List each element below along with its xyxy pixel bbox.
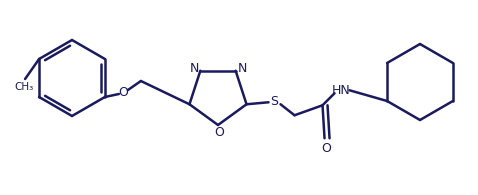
Text: O: O bbox=[214, 127, 224, 139]
Text: N: N bbox=[238, 62, 247, 75]
Text: N: N bbox=[190, 62, 199, 75]
Text: O: O bbox=[118, 87, 128, 99]
Text: S: S bbox=[271, 95, 279, 108]
Text: O: O bbox=[322, 142, 331, 155]
Text: CH₃: CH₃ bbox=[14, 82, 34, 92]
Text: HN: HN bbox=[332, 84, 351, 97]
